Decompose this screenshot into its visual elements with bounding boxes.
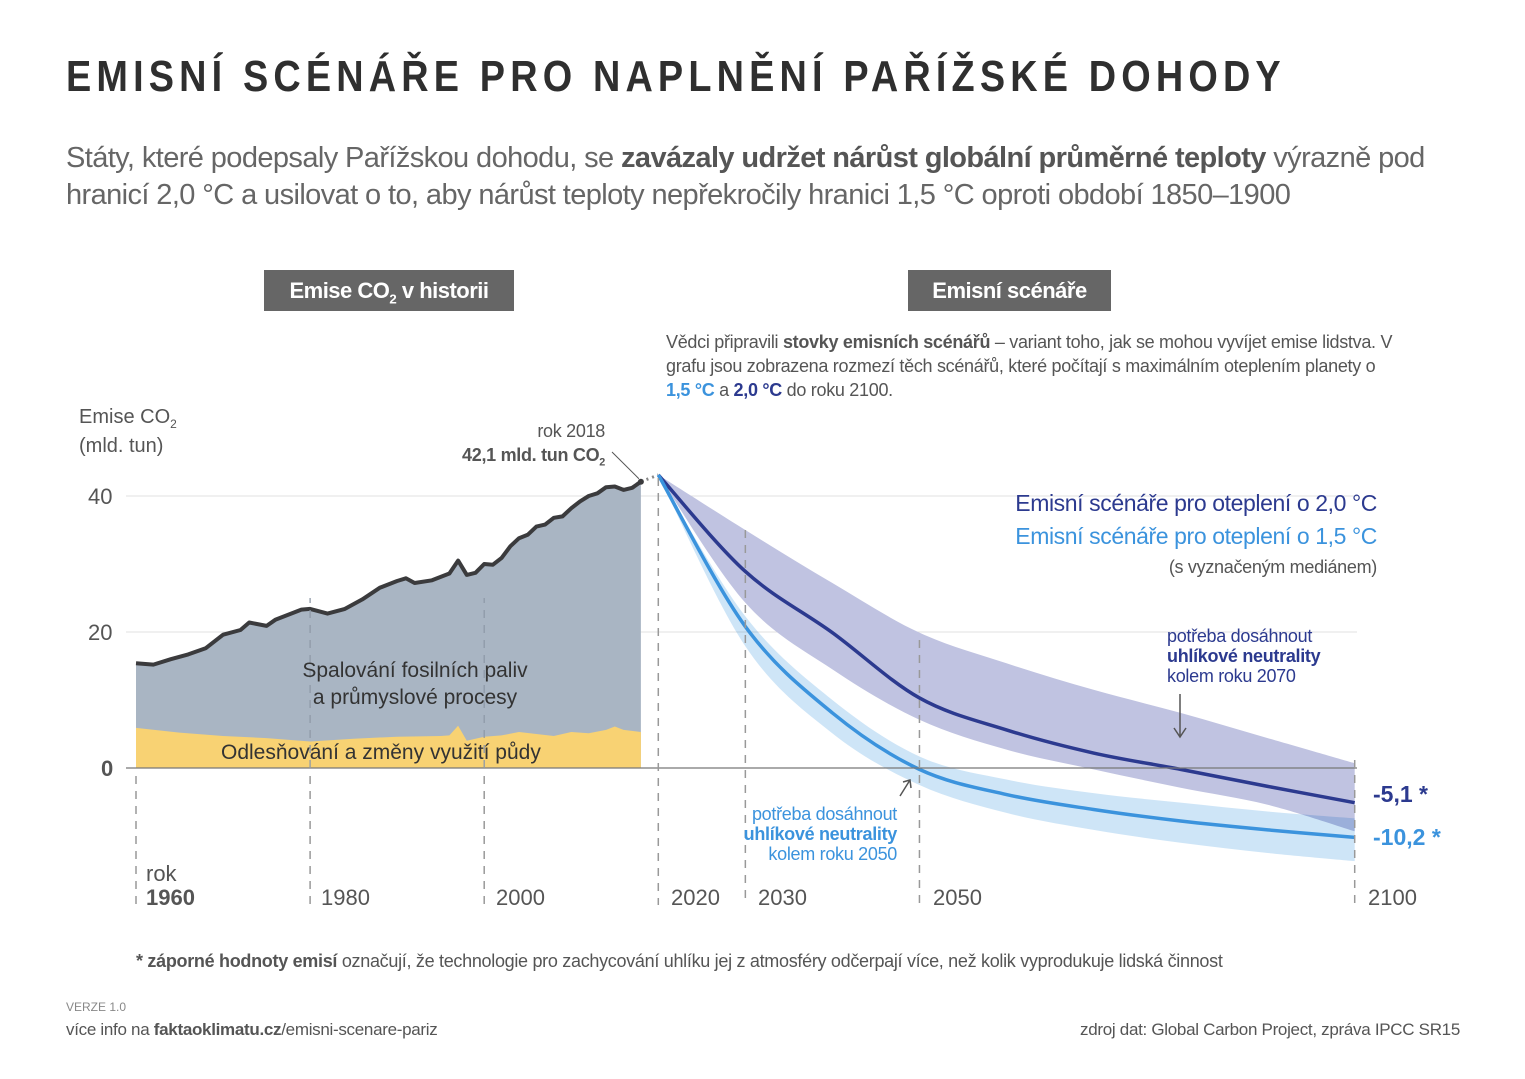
history-total-line [135, 480, 643, 667]
arrow-up-icon [899, 779, 912, 797]
legend-note: (s vyznačeným mediánem) [1168, 557, 1377, 577]
band-2-0 [658, 474, 1355, 832]
band-1-5 [658, 474, 1355, 862]
page-title: EMISNÍ SCÉNÁŘE PRO NAPLNĚNÍ PAŘÍŽSKÉ DOH… [66, 52, 1286, 101]
version: VERZE 1.0 [66, 1000, 127, 1014]
x-tick-label: 2020 [671, 885, 720, 910]
land-use-label: Odlesňování a změny využití půdy [221, 741, 541, 764]
x-axis-prefix: rok [146, 861, 177, 886]
x-tick-label: 1980 [321, 885, 370, 910]
scenario-note: Vědci připravili stovky emisních scénářů… [666, 332, 1393, 400]
subtitle-text: Státy, které podepsaly Pařížskou dohodu,… [66, 142, 622, 174]
legend-1-5: Emisní scénáře pro oteplení o 1,5 °C [1015, 523, 1377, 549]
arrow-down-icon [1173, 694, 1187, 739]
legend-2-0: Emisní scénáře pro oteplení o 2,0 °C [1015, 490, 1377, 516]
data-source: zdroj dat: Global Carbon Project, zpráva… [1080, 1020, 1460, 1039]
annotation-leader [611, 451, 640, 480]
land-use-area [136, 725, 641, 768]
end-value-2-0: -5,1 * [1373, 781, 1428, 807]
y-tick-label: 20 [88, 620, 113, 645]
x-tick-label: 2050 [933, 885, 982, 910]
x-tick-label: 1960 [146, 885, 195, 910]
y-tick-label: 0 [101, 756, 114, 781]
subtitle: Státy, které podepsaly Pařížskou dohodu,… [66, 140, 1486, 214]
x-tick-label: 2030 [758, 885, 807, 910]
more-info-link[interactable]: více info na faktaoklimatu.cz/emisni-sce… [66, 1020, 438, 1039]
median-1-5 [656, 474, 1355, 840]
point-2018 [637, 478, 644, 485]
fossil-area [136, 481, 641, 768]
fossil-label: Spalování fosilních paliv a průmyslové pr… [302, 659, 528, 709]
y-axis-label: Emise CO2 (mld. tun) [79, 406, 177, 457]
subtitle-bold: zavázaly udržet nárůst globální průměrné… [621, 142, 1266, 174]
neutrality-2070-note: potřeba dosáhnout uhlíkové neutrality kole… [1167, 626, 1321, 686]
median-2-0 [656, 473, 1356, 805]
section-header-scenarios: Emisní scénáře [908, 270, 1111, 311]
annotation-2018: rok 2018 42,1 mld. tun CO2 [462, 421, 605, 469]
x-tick-label: 2100 [1368, 885, 1417, 910]
footnote: * záporné hodnoty emisí označují, že tec… [136, 951, 1223, 971]
section-header-history: Emise CO2 v historii [264, 270, 514, 311]
subtitle-text: výrazně pod hranicí 2,0 °C a usilovat o … [66, 142, 1425, 211]
neutrality-2050-note: potřeba dosáhnout uhlíkové neutrality kole… [743, 804, 898, 864]
x-tick-label: 2000 [496, 885, 545, 910]
end-value-1-5: -10,2 * [1373, 824, 1441, 850]
y-tick-label: 40 [88, 484, 113, 509]
